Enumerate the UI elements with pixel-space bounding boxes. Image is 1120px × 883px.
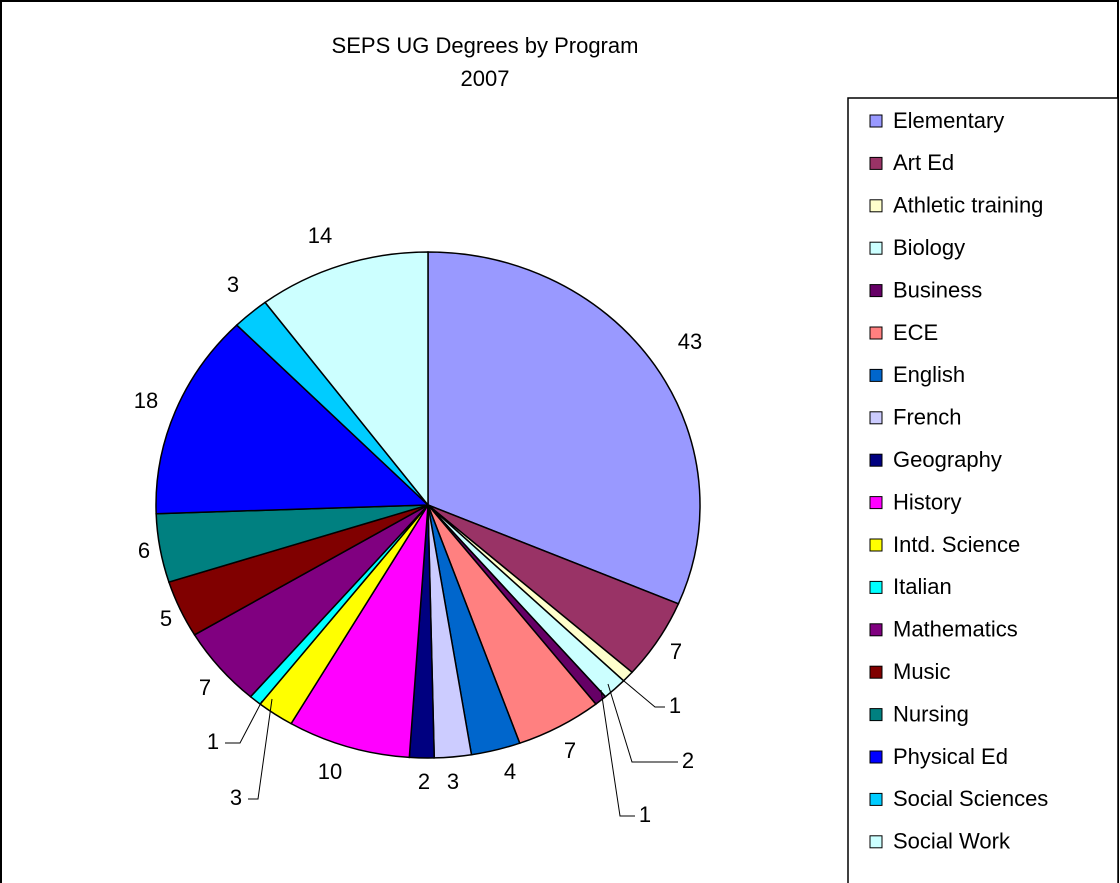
legend-label: Mathematics <box>893 617 1018 642</box>
legend-label: Social Work <box>893 829 1011 854</box>
data-label: 10 <box>318 759 342 784</box>
legend-swatch <box>869 708 883 722</box>
legend-box <box>847 97 1119 883</box>
leader-line <box>248 698 273 800</box>
legend-label: Art Ed <box>893 150 954 175</box>
legend-swatch <box>869 665 883 679</box>
data-label: 1 <box>669 693 681 718</box>
leader-line <box>600 689 635 817</box>
legend-swatch <box>869 368 883 382</box>
pie-slice <box>264 251 429 508</box>
data-label: 1 <box>639 802 651 827</box>
data-label: 14 <box>308 223 332 248</box>
legend-swatch <box>869 835 883 849</box>
data-label: 6 <box>138 538 150 563</box>
legend-swatch <box>869 496 883 510</box>
legend-swatch <box>869 114 883 128</box>
legend-label: Music <box>893 659 950 684</box>
leader-line <box>607 683 678 763</box>
pie-slice <box>427 251 701 605</box>
chart-title: SEPS UG Degrees by Program <box>332 33 639 58</box>
data-label: 5 <box>160 606 172 631</box>
data-label: 3 <box>230 785 242 810</box>
legend-label: Nursing <box>893 701 969 726</box>
chart-subtitle: 2007 <box>461 66 510 91</box>
legend-label: English <box>893 362 965 387</box>
legend-label: Biology <box>893 235 965 260</box>
legend-swatch <box>869 326 883 340</box>
legend-swatch <box>869 411 883 425</box>
data-label: 7 <box>564 738 576 763</box>
legend-swatch <box>869 792 883 806</box>
legend-label: Physical Ed <box>893 744 1008 769</box>
legend-label: Geography <box>893 447 1002 472</box>
leader-line <box>617 675 665 708</box>
data-label: 2 <box>682 748 694 773</box>
data-label: 18 <box>134 388 158 413</box>
legend-label: History <box>893 489 961 514</box>
legend-label: Elementary <box>893 108 1004 133</box>
data-label: 7 <box>199 675 211 700</box>
legend-swatch <box>869 284 883 298</box>
legend-swatch <box>869 623 883 637</box>
legend-label: ECE <box>893 320 938 345</box>
leader-line <box>225 700 263 744</box>
data-label: 1 <box>207 729 219 754</box>
legend-label: French <box>893 405 961 430</box>
legend-label: Athletic training <box>893 193 1043 218</box>
legend-swatch <box>869 538 883 552</box>
legend-swatch <box>869 241 883 255</box>
legend-swatch <box>869 580 883 594</box>
pie-slice <box>155 324 430 515</box>
legend-swatch <box>869 750 883 764</box>
data-label: 4 <box>504 759 516 784</box>
data-label: 3 <box>227 272 239 297</box>
data-label: 7 <box>670 639 682 664</box>
pie-slice <box>290 504 429 759</box>
legend-label: Social Sciences <box>893 786 1048 811</box>
legend-label: Italian <box>893 574 952 599</box>
data-label: 3 <box>447 769 459 794</box>
legend-label: Business <box>893 277 982 302</box>
data-label: 2 <box>418 769 430 794</box>
legend-swatch <box>869 199 883 213</box>
legend-swatch <box>869 156 883 170</box>
legend-label: Intd. Science <box>893 532 1020 557</box>
legend-swatch <box>869 453 883 467</box>
data-label: 43 <box>678 329 702 354</box>
